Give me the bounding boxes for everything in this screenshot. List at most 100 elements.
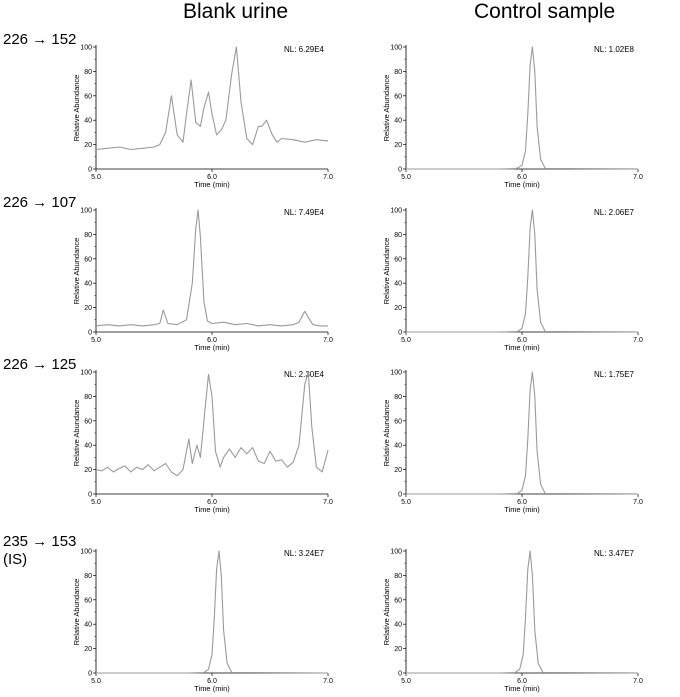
y-tick-label: 80 [84,232,92,239]
x-tick-label: 6.0 [207,174,217,181]
y-tick-label: 100 [390,370,402,377]
y-tick-label: 20 [84,467,92,474]
y-axis-label: Relative Abundance [382,400,391,467]
x-axis-label: Time (min) [504,180,540,189]
x-tick-label: 5.0 [401,499,411,506]
x-axis-label: Time (min) [194,180,230,189]
y-tick-label: 100 [80,549,92,556]
y-tick-label: 0 [88,671,92,678]
y-axis-label: Relative Abundance [72,579,81,646]
y-axis-label: Relative Abundance [382,75,391,142]
y-tick-label: 100 [80,208,92,215]
nl-label: NL: 1.02E8 [594,45,635,54]
column-title-control-sample: Control sample [474,0,616,23]
y-tick-label: 60 [394,93,402,100]
y-tick-label: 20 [394,305,402,312]
x-tick-label: 6.0 [517,174,527,181]
y-tick-label: 80 [394,573,402,580]
y-axis-label: Relative Abundance [382,579,391,646]
chromatogram-panel-7: 0 20 40 60 80 100 5.0 6.0 7.0 Time (min) Relative … [72,549,333,694]
nl-label: NL: 3.24E7 [284,549,325,558]
x-tick-label: 6.0 [207,337,217,344]
chromatogram-panel-5: 0 20 40 60 80 100 5.0 6.0 7.0 Time (min) Relative … [72,370,333,515]
y-tick-label: 100 [80,370,92,377]
y-tick-label: 80 [394,69,402,76]
x-axis-label: Time (min) [194,505,230,514]
x-tick-label: 5.0 [91,337,101,344]
y-tick-label: 40 [394,622,402,629]
chromatogram-trace [95,371,329,477]
y-tick-label: 20 [84,646,92,653]
x-tick-label: 7.0 [323,499,333,506]
x-axis-label: Time (min) [504,684,540,693]
y-tick-label: 0 [398,167,402,174]
y-tick-label: 40 [84,118,92,125]
x-tick-label: 5.0 [91,174,101,181]
nl-label: NL: 2.06E7 [594,208,635,217]
chromatogram-trace [406,46,639,170]
chromatogram-trace [95,209,328,327]
y-tick-label: 40 [84,443,92,450]
y-tick-label: 40 [84,622,92,629]
y-tick-label: 100 [80,45,92,52]
y-tick-label: 60 [84,597,92,604]
x-tick-label: 7.0 [323,678,333,685]
y-tick-label: 60 [84,418,92,425]
y-tick-label: 60 [394,418,402,425]
nl-label: NL: 7.49E4 [284,208,325,217]
x-tick-label: 5.0 [91,678,101,685]
y-axis-label: Relative Abundance [72,75,81,142]
y-tick-label: 80 [84,573,92,580]
x-tick-label: 6.0 [517,337,527,344]
y-tick-label: 40 [394,281,402,288]
y-tick-label: 40 [84,281,92,288]
row-label-226-125: 226 → 125 [3,356,77,373]
chromatogram-trace [406,550,639,674]
x-tick-label: 7.0 [633,678,643,685]
x-axis-label: Time (min) [504,505,540,514]
nl-label: NL: 1.75E7 [594,370,635,379]
y-tick-label: 80 [84,69,92,76]
y-tick-label: 0 [398,671,402,678]
chromatogram-trace [406,371,639,495]
y-tick-label: 0 [88,167,92,174]
x-tick-label: 7.0 [633,499,643,506]
x-tick-label: 7.0 [633,174,643,181]
x-tick-label: 7.0 [323,174,333,181]
x-tick-label: 5.0 [401,337,411,344]
y-tick-label: 80 [394,394,402,401]
y-tick-label: 60 [84,93,92,100]
chromatogram-panel-2: 0 20 40 60 80 100 5.0 6.0 7.0 Time (min) Relative … [382,45,643,190]
chromatogram-trace [406,209,639,333]
x-tick-label: 6.0 [517,678,527,685]
chromatogram-panel-8: 0 20 40 60 80 100 5.0 6.0 7.0 Time (min) Relative … [382,549,643,694]
y-axis-label: Relative Abundance [382,238,391,305]
chromatogram-panel-4: 0 20 40 60 80 100 5.0 6.0 7.0 Time (min) Relative … [382,208,643,353]
nl-label: NL: 2.30E4 [284,370,325,379]
y-tick-label: 20 [84,142,92,149]
x-tick-label: 7.0 [323,337,333,344]
y-tick-label: 40 [394,118,402,125]
y-tick-label: 80 [84,394,92,401]
x-tick-label: 5.0 [401,678,411,685]
chromatogram-panel-1: 0 20 40 60 80 100 5.0 6.0 7.0 Time (min) Relative … [72,45,333,190]
y-tick-label: 40 [394,443,402,450]
y-axis-label: Relative Abundance [72,400,81,467]
row-label-235-153: 235 → 153 [3,533,77,550]
y-tick-label: 20 [84,305,92,312]
chromatogram-panel-6: 0 20 40 60 80 100 5.0 6.0 7.0 Time (min) Relative … [382,370,643,515]
y-tick-label: 0 [88,330,92,337]
y-tick-label: 0 [398,492,402,499]
chromatogram-trace [95,46,329,151]
x-tick-label: 5.0 [91,499,101,506]
y-tick-label: 20 [394,646,402,653]
y-tick-label: 0 [88,492,92,499]
x-tick-label: 5.0 [401,174,411,181]
y-tick-label: 60 [394,597,402,604]
y-tick-label: 100 [390,549,402,556]
chromatogram-trace [96,550,329,674]
y-tick-label: 20 [394,467,402,474]
y-tick-label: 20 [394,142,402,149]
column-title-blank-urine: Blank urine [183,0,289,23]
chromatogram-panel-3: 0 20 40 60 80 100 5.0 6.0 7.0 Time (min) Relative … [72,208,333,353]
